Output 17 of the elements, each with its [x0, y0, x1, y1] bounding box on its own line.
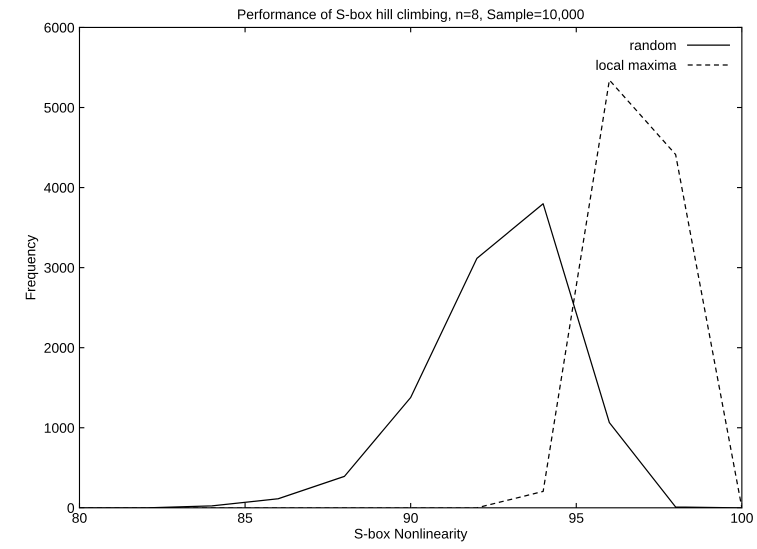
x-tick-label: 80	[72, 513, 87, 523]
x-tick-label: 90	[404, 513, 418, 523]
chart-title: Performance of S-box hill climbing, n=8, Sample=10,000	[238, 9, 584, 22]
y-tick-label: 0	[67, 503, 74, 513]
legend-label: local maxima	[596, 60, 677, 70]
y-tick-label: 6000	[44, 22, 74, 33]
x-tick-label: 95	[569, 513, 584, 523]
y-tick-label: 2000	[44, 343, 74, 353]
y-axis-title: Frequency	[26, 234, 38, 300]
legend-label: random	[630, 40, 676, 50]
y-tick-label: 5000	[44, 102, 74, 113]
x-axis-title: S-box Nonlinearity	[354, 528, 468, 542]
y-tick-label: 1000	[44, 423, 74, 433]
y-tick-label: 4000	[44, 182, 74, 193]
x-tick-label: 100	[731, 513, 753, 523]
x-tick-label: 85	[238, 513, 252, 523]
y-tick-label: 3000	[44, 262, 74, 273]
